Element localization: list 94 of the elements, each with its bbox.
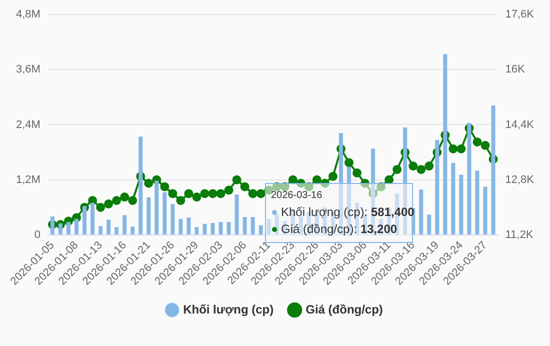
bar <box>451 162 456 234</box>
y-tick-label: 4,8M <box>16 8 40 21</box>
point <box>128 196 138 205</box>
bar <box>58 223 62 234</box>
bar <box>443 54 448 234</box>
annotation: Giá (đồng/cp): 13,200 <box>281 222 398 236</box>
bar <box>186 217 191 234</box>
point <box>96 202 106 212</box>
point <box>160 182 170 192</box>
point <box>448 144 458 154</box>
bar <box>427 214 432 234</box>
bar <box>162 192 167 234</box>
point <box>352 168 362 178</box>
bar <box>242 216 247 234</box>
bar <box>98 226 103 234</box>
bar <box>106 220 111 234</box>
bar <box>154 180 159 234</box>
point <box>256 189 266 198</box>
point <box>272 182 282 192</box>
bar <box>178 218 183 234</box>
bar <box>66 222 70 234</box>
point <box>408 162 418 171</box>
bar <box>210 222 215 234</box>
y2-tick-label: 16K <box>505 64 526 76</box>
bar <box>435 140 440 234</box>
point <box>376 182 386 192</box>
point <box>344 158 354 168</box>
bar <box>266 218 271 234</box>
point <box>296 178 306 188</box>
point <box>216 189 226 198</box>
point <box>456 144 466 154</box>
bar <box>122 215 127 234</box>
point <box>360 178 370 188</box>
y2-tick-label: 12,8K <box>505 174 535 186</box>
bar <box>226 222 231 234</box>
point <box>144 178 154 188</box>
bar <box>475 170 480 234</box>
point <box>280 182 290 192</box>
point <box>184 189 194 198</box>
bar <box>50 216 54 234</box>
bar <box>491 105 496 234</box>
bar <box>250 216 255 234</box>
y-tick-label: 2,4M <box>16 118 40 131</box>
y2-tick-label: 17,6K <box>505 8 535 21</box>
point <box>248 189 258 198</box>
point <box>328 172 338 181</box>
point <box>264 186 274 195</box>
point <box>240 182 250 192</box>
bar <box>138 136 143 234</box>
point <box>200 189 210 198</box>
bar <box>146 197 151 234</box>
bar <box>298 216 303 234</box>
point <box>168 189 178 198</box>
point <box>224 186 234 195</box>
y-tick-label: 3,6M <box>16 64 40 76</box>
legend-label: Giá (đồng/cp) <box>306 302 383 316</box>
bar <box>419 189 424 234</box>
point <box>312 175 322 184</box>
legend-label: Khối lượng (cp) <box>183 302 274 316</box>
point <box>320 178 330 188</box>
bar <box>74 218 79 234</box>
bar <box>483 186 488 234</box>
point <box>112 196 122 205</box>
y2-tick-label: 14,4K <box>505 118 535 131</box>
bar <box>258 225 263 234</box>
bar <box>459 174 464 234</box>
bar <box>82 206 87 234</box>
point <box>416 164 426 174</box>
point <box>176 196 186 205</box>
point <box>120 192 130 202</box>
point <box>384 175 394 184</box>
point <box>304 182 314 192</box>
point <box>104 199 114 208</box>
bar <box>218 222 223 234</box>
point <box>192 192 202 202</box>
point <box>232 175 242 184</box>
bar <box>194 227 199 234</box>
point <box>288 175 298 184</box>
y2-tick-label: 11,2K <box>505 228 534 241</box>
point <box>208 189 218 198</box>
y-tick-label: 1,2M <box>16 174 40 186</box>
bar <box>90 202 95 234</box>
y-tick-label: 0 <box>34 228 40 241</box>
point <box>480 140 490 150</box>
bar <box>202 224 207 234</box>
bar <box>170 204 175 234</box>
point <box>424 162 434 171</box>
point <box>392 164 402 174</box>
bar <box>234 194 239 234</box>
bar <box>467 122 472 234</box>
annotation: 2026-03-16 <box>270 189 324 203</box>
bar <box>114 227 119 234</box>
bar <box>130 226 135 234</box>
point <box>472 137 482 146</box>
